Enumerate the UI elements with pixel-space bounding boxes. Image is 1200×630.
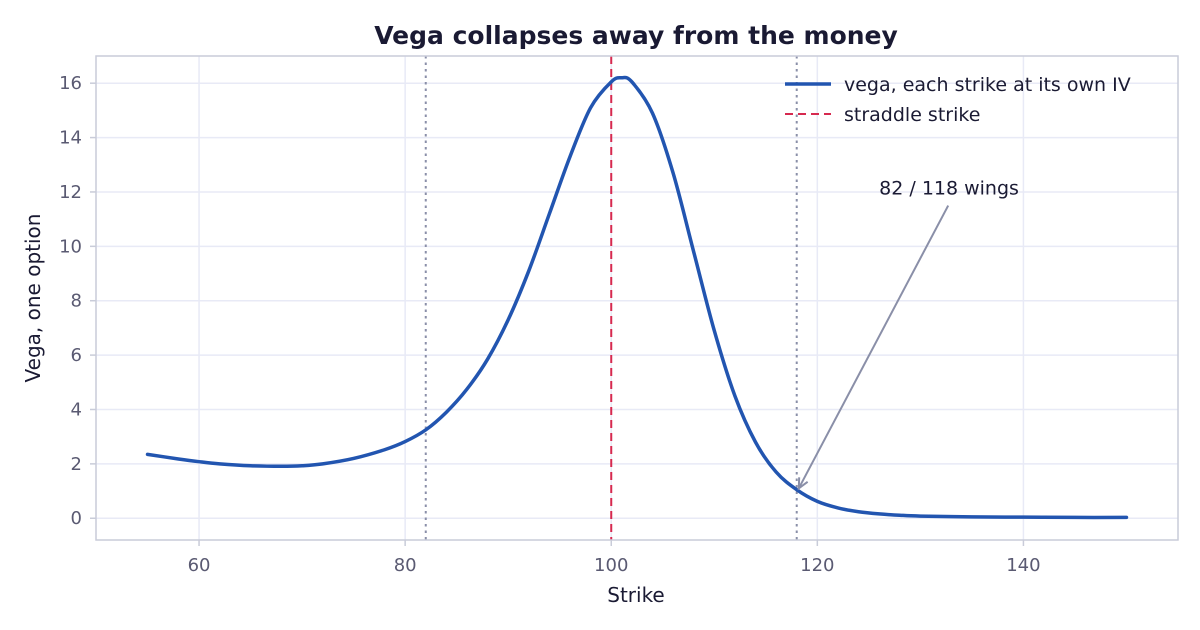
x-tick-label: 140 bbox=[1006, 555, 1040, 576]
y-axis-label: Vega, one option bbox=[21, 214, 45, 383]
legend-entry-label: vega, each strike at its own IV bbox=[844, 74, 1131, 96]
grid-lines bbox=[96, 56, 1178, 540]
x-tick-label: 100 bbox=[594, 555, 628, 576]
reference-lines bbox=[424, 56, 798, 540]
annotation-layer: 82 / 118 wings bbox=[797, 178, 1019, 491]
annotation-arrowhead bbox=[797, 477, 809, 491]
y-tick-label: 2 bbox=[71, 454, 82, 475]
x-axis-label: Strike bbox=[607, 583, 665, 607]
vega-series-line bbox=[145, 75, 1129, 520]
y-tick-label: 10 bbox=[59, 236, 82, 257]
y-tick-label: 8 bbox=[71, 291, 82, 312]
chart-title: Vega collapses away from the money bbox=[374, 21, 898, 50]
annotation-arrow bbox=[797, 205, 950, 489]
annotation-label: 82 / 118 wings bbox=[879, 178, 1019, 200]
y-tick-label: 12 bbox=[59, 182, 82, 203]
y-tick-label: 0 bbox=[71, 508, 82, 529]
legend: vega, each strike at its own IV straddle … bbox=[785, 74, 1131, 126]
y-tick-label: 6 bbox=[71, 345, 82, 366]
plot-frame bbox=[95, 55, 1179, 541]
series-layer bbox=[145, 75, 1129, 520]
x-tick-label: 60 bbox=[188, 555, 211, 576]
axis-ticks: 60 80 100 120 140 0 2 4 6 8 10 12 14 16 bbox=[59, 73, 1041, 576]
x-tick-label: 80 bbox=[394, 555, 417, 576]
y-tick-label: 4 bbox=[71, 399, 82, 420]
x-tick-label: 120 bbox=[800, 555, 834, 576]
y-tick-label: 16 bbox=[59, 73, 82, 94]
y-tick-label: 14 bbox=[59, 128, 82, 149]
legend-entry-label: straddle strike bbox=[844, 104, 980, 126]
